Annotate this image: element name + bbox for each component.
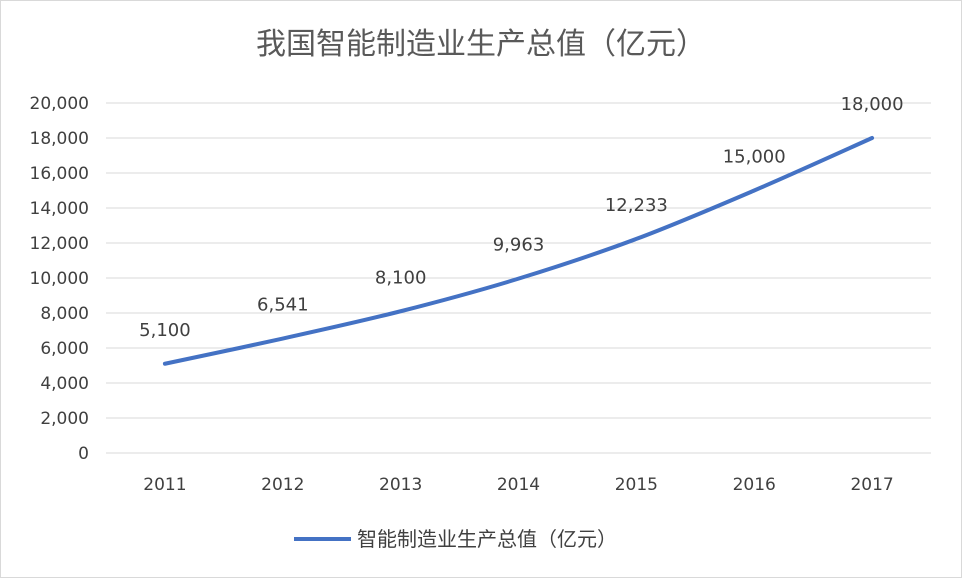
y-tick-label: 8,000	[40, 304, 89, 324]
y-tick-label: 20,000	[30, 94, 89, 114]
data-label: 12,233	[605, 195, 668, 216]
x-tick-label: 2014	[497, 475, 540, 495]
y-tick-label: 0	[78, 444, 89, 464]
data-label: 18,000	[841, 94, 904, 115]
legend-label: 智能制造业生产总值（亿元）	[357, 527, 617, 551]
data-label: 15,000	[723, 147, 786, 168]
data-label: 8,100	[375, 267, 427, 288]
y-tick-label: 16,000	[30, 164, 89, 184]
x-tick-label: 2016	[733, 475, 776, 495]
y-tick-label: 14,000	[30, 199, 89, 219]
y-tick-label: 18,000	[30, 129, 89, 149]
series-line	[162, 136, 875, 366]
data-label: 6,541	[257, 295, 309, 316]
data-label: 9,963	[493, 235, 545, 256]
chart-title: 我国智能制造业生产总值（亿元）	[256, 27, 706, 62]
y-tick-label: 4,000	[40, 374, 89, 394]
x-tick-label: 2012	[261, 475, 304, 495]
data-label: 5,100	[139, 320, 191, 341]
x-tick-label: 2017	[850, 475, 893, 495]
y-tick-label: 2,000	[40, 409, 89, 429]
y-tick-label: 12,000	[30, 234, 89, 254]
y-tick-label: 6,000	[40, 339, 89, 359]
x-tick-label: 2013	[379, 475, 422, 495]
y-tick-label: 10,000	[30, 269, 89, 289]
x-tick-label: 2015	[615, 475, 658, 495]
x-tick-label: 2011	[143, 475, 186, 495]
